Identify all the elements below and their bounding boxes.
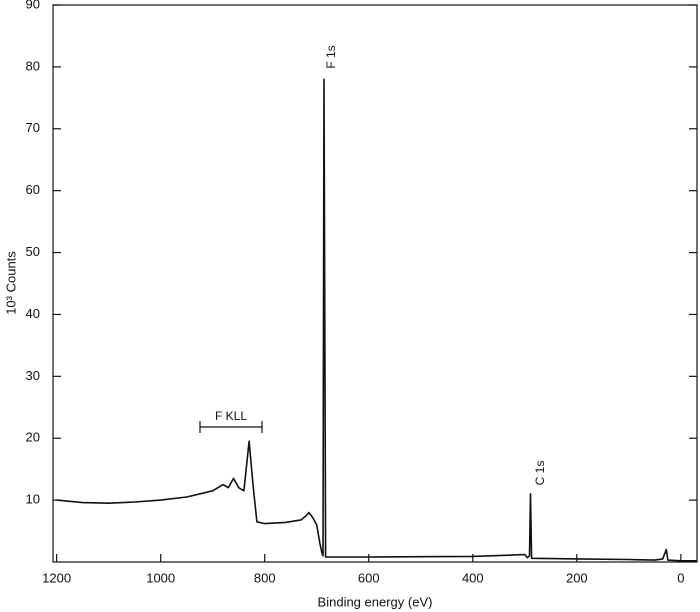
y-tick-label: 80 <box>26 58 40 73</box>
x-tick-label: 200 <box>566 570 588 585</box>
x-tick-label: 400 <box>462 570 484 585</box>
y-tick-label: 70 <box>26 120 40 135</box>
y-axis-title: 10³ Counts <box>3 251 18 315</box>
x-axis-title: Binding energy (eV) <box>318 594 433 609</box>
range-label: F KLL <box>215 409 247 423</box>
x-tick-label: 1000 <box>146 570 175 585</box>
range-bracket <box>199 421 263 433</box>
peak-label: F 1s <box>324 45 338 68</box>
x-tick-label: 800 <box>254 570 276 585</box>
y-tick-label: 30 <box>26 368 40 383</box>
peak-label: C 1s <box>533 461 547 486</box>
y-tick-label: 60 <box>26 182 40 197</box>
y-tick-label: 20 <box>26 430 40 445</box>
y-tick-label: 40 <box>26 306 40 321</box>
x-tick-label: 0 <box>677 570 684 585</box>
x-tick-label: 600 <box>358 570 380 585</box>
plot-frame <box>52 4 698 563</box>
y-tick-label: 10 <box>26 492 40 507</box>
spectrum-line <box>56 78 697 562</box>
y-tick-label: 90 <box>26 0 40 11</box>
y-tick-label: 50 <box>26 244 40 259</box>
x-tick-label: 1200 <box>42 570 71 585</box>
